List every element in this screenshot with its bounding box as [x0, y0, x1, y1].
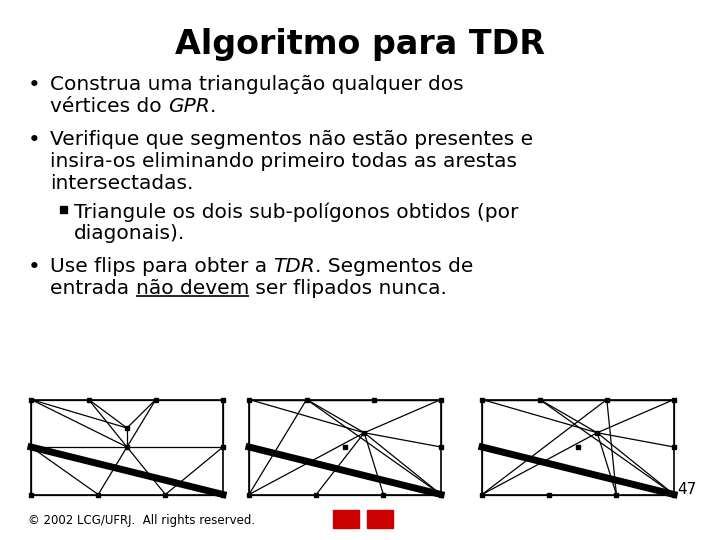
Bar — [333, 510, 359, 528]
Bar — [576, 445, 580, 449]
Bar — [439, 492, 443, 496]
Text: entrada: entrada — [50, 279, 135, 298]
Text: Algoritmo para TDR: Algoritmo para TDR — [175, 28, 545, 61]
Bar — [439, 445, 443, 449]
Text: •: • — [28, 130, 41, 150]
Text: diagonais).: diagonais). — [74, 224, 185, 243]
Bar — [221, 397, 225, 402]
Bar — [480, 445, 484, 449]
Bar — [480, 397, 484, 402]
Bar — [29, 492, 33, 496]
Bar — [154, 397, 158, 402]
Bar — [672, 397, 676, 402]
Text: •: • — [28, 75, 41, 95]
Text: Triangule os dois sub-polígonos obtidos (por: Triangule os dois sub-polígonos obtidos … — [74, 202, 518, 221]
Text: TDR: TDR — [274, 257, 315, 276]
Bar — [382, 492, 385, 496]
Bar — [247, 397, 251, 402]
Bar — [314, 492, 318, 496]
Bar — [480, 492, 484, 496]
Text: insira-os eliminando primeiro todas as arestas: insira-os eliminando primeiro todas as a… — [50, 152, 517, 171]
Bar — [362, 431, 366, 435]
Bar — [439, 397, 443, 402]
Bar — [221, 492, 225, 496]
Text: . Segmentos de: . Segmentos de — [315, 257, 474, 276]
Bar — [547, 492, 552, 496]
Bar — [221, 445, 225, 449]
Bar — [96, 492, 100, 496]
Text: Construa uma triangulação qualquer dos: Construa uma triangulação qualquer dos — [50, 75, 464, 94]
Bar — [605, 397, 609, 402]
Text: Verifique que segmentos não estão presentes e: Verifique que segmentos não estão presen… — [50, 130, 533, 149]
Text: © 2002 LCG/UFRJ.  All rights reserved.: © 2002 LCG/UFRJ. All rights reserved. — [28, 514, 255, 527]
Bar — [247, 492, 251, 496]
Text: não devem: não devem — [135, 279, 249, 298]
Bar — [672, 492, 676, 496]
Bar — [247, 445, 251, 449]
Bar — [367, 510, 393, 528]
Bar — [614, 492, 618, 496]
Text: GPR: GPR — [168, 97, 210, 116]
Bar — [29, 445, 33, 449]
Text: 47: 47 — [678, 482, 697, 497]
Bar — [29, 397, 33, 402]
Bar — [86, 397, 91, 402]
Bar — [672, 445, 676, 449]
Bar — [372, 397, 376, 402]
Bar — [595, 431, 599, 435]
Bar — [163, 492, 167, 496]
Bar — [538, 397, 541, 402]
Bar — [343, 445, 347, 449]
Text: ser flipados nunca.: ser flipados nunca. — [249, 279, 446, 298]
Bar — [125, 426, 129, 430]
Text: .: . — [210, 97, 216, 116]
Bar — [125, 445, 129, 449]
Text: Use flips para obter a: Use flips para obter a — [50, 257, 274, 276]
Text: intersectadas.: intersectadas. — [50, 174, 194, 193]
Text: vértices do: vértices do — [50, 97, 168, 116]
Bar — [305, 397, 309, 402]
Bar — [60, 206, 67, 213]
Text: •: • — [28, 257, 41, 277]
